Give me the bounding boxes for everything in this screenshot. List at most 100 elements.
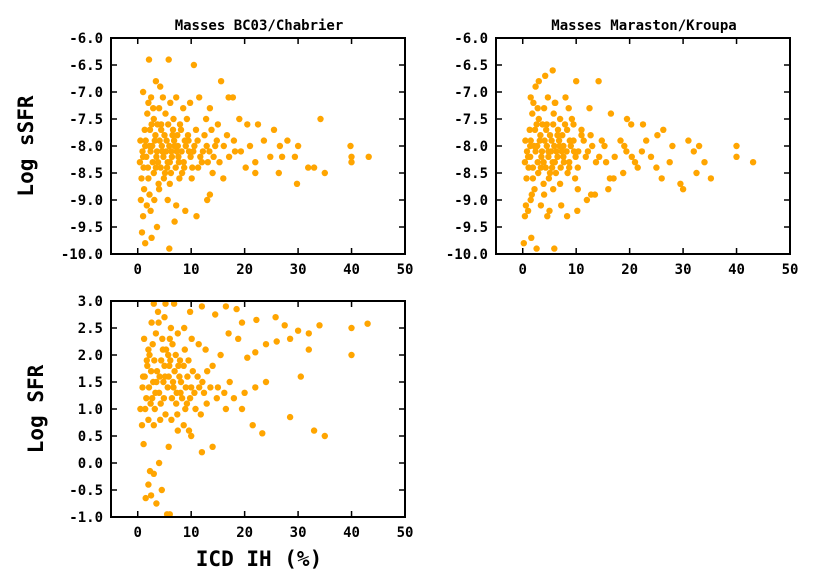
data-point (145, 416, 152, 423)
data-point (253, 316, 260, 324)
y-tick-label: -8.0 (454, 139, 488, 155)
data-point (169, 341, 176, 348)
data-point (170, 115, 177, 123)
data-point (592, 159, 600, 166)
data-point (548, 164, 556, 171)
data-point (621, 142, 628, 150)
data-point (138, 175, 145, 182)
data-point (305, 330, 312, 337)
panel-maraston-kroupa: Masses Maraston/Kroupa 0 10 20 30 40 50 -10.0 -… (446, 18, 799, 278)
data-point (273, 338, 280, 345)
data-point (596, 153, 603, 160)
y-tick-label: 0.5 (78, 429, 103, 445)
data-point (317, 115, 324, 123)
data-point (142, 142, 149, 150)
data-point (171, 142, 178, 150)
data-point (554, 126, 562, 133)
data-point (364, 320, 371, 327)
data-point (551, 245, 558, 252)
data-point (145, 175, 152, 182)
y-tick-label: -6.0 (454, 31, 488, 47)
data-point (168, 148, 175, 155)
data-point (572, 153, 579, 160)
data-point (252, 169, 259, 177)
data-point (178, 148, 185, 155)
data-point (144, 164, 152, 171)
y-tick-label: 2.5 (78, 321, 103, 337)
data-point (178, 395, 186, 402)
data-point (291, 153, 299, 160)
data-point (310, 164, 318, 171)
data-point (165, 373, 172, 380)
data-point (190, 61, 198, 69)
data-point (209, 169, 216, 177)
data-point (139, 384, 146, 391)
data-point (574, 164, 581, 171)
data-point (570, 137, 577, 144)
data-point (685, 137, 692, 144)
data-point (139, 153, 147, 160)
data-point (520, 240, 527, 247)
data-point (226, 378, 233, 386)
data-point (162, 110, 169, 117)
data-point (136, 159, 144, 166)
x-tick-label: 0 (519, 262, 527, 278)
data-point (532, 148, 539, 155)
data-point (562, 94, 569, 101)
data-point (221, 389, 228, 396)
data-point (305, 164, 312, 171)
data-point (574, 207, 581, 214)
data-point (561, 121, 569, 128)
data-point (582, 153, 589, 160)
data-point (527, 94, 534, 101)
data-point (159, 94, 167, 101)
data-point (522, 137, 529, 144)
data-point (146, 191, 153, 198)
data-point (294, 142, 302, 150)
data-point (532, 83, 539, 90)
y-tick-label: -7.0 (454, 85, 488, 101)
data-point (348, 324, 355, 332)
y-tick-label: -6.5 (454, 58, 488, 74)
data-point (160, 153, 167, 160)
data-point (531, 186, 538, 193)
x-tick-label: 30 (290, 525, 307, 541)
data-point (198, 159, 206, 166)
data-point (137, 137, 144, 144)
data-point (143, 357, 150, 364)
data-point (151, 357, 158, 364)
data-point (230, 395, 238, 402)
data-point (175, 362, 182, 369)
data-point (170, 384, 177, 391)
data-point (220, 142, 227, 150)
data-point (653, 164, 660, 171)
panel-title: Masses Maraston/Kroupa (551, 18, 736, 34)
data-point (212, 311, 219, 318)
data-point (660, 126, 667, 133)
data-point (160, 175, 168, 182)
data-point (145, 56, 153, 63)
data-point (556, 142, 563, 150)
data-point (156, 137, 163, 144)
data-point (157, 400, 164, 407)
data-point (543, 126, 550, 133)
data-point (281, 322, 288, 329)
data-point (164, 384, 171, 391)
data-point (143, 202, 150, 209)
data-point (535, 78, 542, 85)
data-point (169, 126, 177, 133)
data-point (186, 308, 194, 315)
data-point (246, 142, 254, 150)
data-point (161, 132, 168, 139)
data-point (206, 105, 214, 112)
data-point (231, 148, 239, 155)
data-point (180, 422, 187, 429)
data-point (222, 405, 230, 413)
data-point (153, 223, 161, 231)
y-tick-label: 1.0 (78, 402, 103, 418)
data-point (541, 137, 548, 144)
data-point (169, 378, 177, 386)
data-point (563, 213, 571, 220)
data-point (583, 196, 591, 204)
x-tick-label: 40 (343, 525, 360, 541)
